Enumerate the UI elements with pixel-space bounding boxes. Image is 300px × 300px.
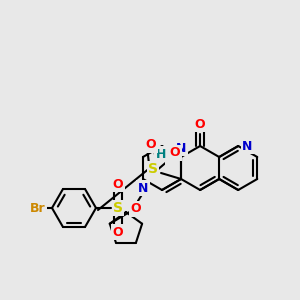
Text: N: N <box>138 182 148 194</box>
Text: S: S <box>113 201 123 215</box>
Text: N: N <box>242 140 252 152</box>
Text: O: O <box>146 139 156 152</box>
Text: S: S <box>148 162 158 176</box>
Text: Br: Br <box>30 202 46 214</box>
Text: O: O <box>113 178 123 190</box>
Text: N: N <box>176 142 186 154</box>
Text: H: H <box>156 148 166 160</box>
Text: O: O <box>130 202 141 215</box>
Text: O: O <box>170 146 180 160</box>
Text: O: O <box>195 118 206 130</box>
Text: N: N <box>167 151 177 164</box>
Text: O: O <box>113 226 123 238</box>
